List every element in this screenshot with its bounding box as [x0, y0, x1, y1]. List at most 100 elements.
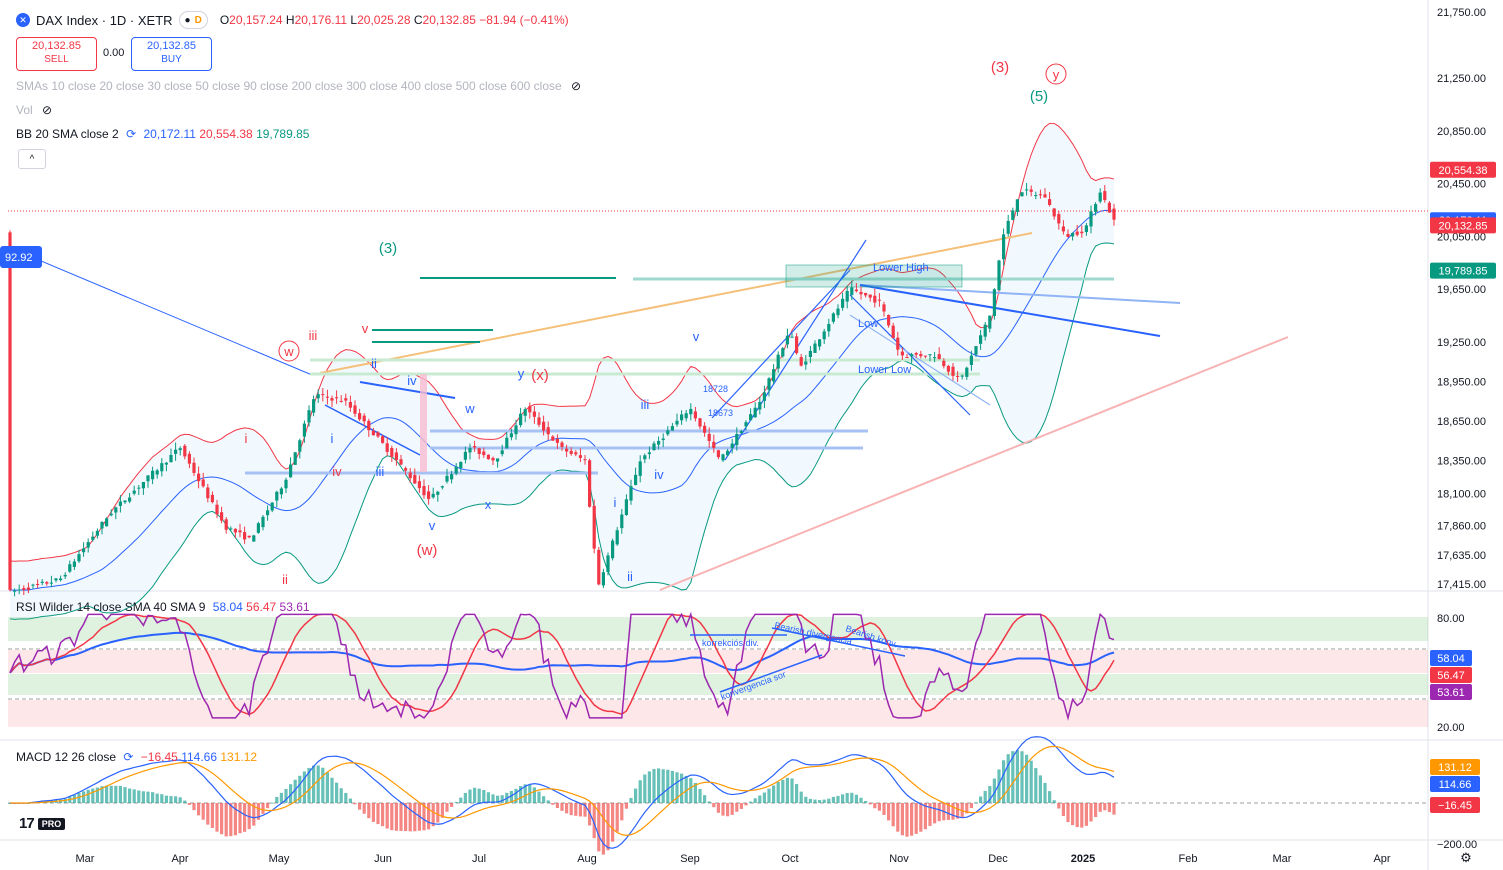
eye-hidden-icon[interactable]: ⊘ — [571, 79, 582, 93]
macd-histogram-bar — [666, 769, 670, 803]
sma-legend[interactable]: SMAs 10 close 20 close 30 close 50 close… — [16, 79, 581, 93]
macd-histogram-bar — [693, 782, 697, 803]
rsi-legend[interactable]: RSI Wilder 14 close SMA 40 SMA 9 58.04 5… — [16, 600, 310, 614]
rsi-axis-label: 53.61 — [1437, 687, 1465, 699]
candle-body — [560, 442, 564, 447]
candle-body — [348, 401, 352, 408]
candle-body — [408, 472, 412, 479]
chart-note-label: Lower Low — [858, 364, 911, 376]
candle-body — [307, 410, 311, 423]
macd-histogram-bar — [537, 791, 541, 803]
bb-legend[interactable]: BB 20 SMA close 2 ⟳ 20,172.11 20,554.38 … — [16, 127, 309, 141]
candle-body — [693, 411, 697, 419]
candle-body — [339, 400, 343, 402]
buy-button[interactable]: 20,132.85 BUY — [131, 37, 212, 71]
macd-histogram-bar — [514, 788, 518, 803]
candle-body — [827, 324, 831, 332]
macd-histogram-bar — [611, 803, 615, 842]
candle-body — [178, 448, 182, 451]
candle-body — [40, 581, 44, 583]
tradingview-logo: 17 — [19, 815, 35, 832]
candle-body — [45, 582, 49, 584]
macd-legend[interactable]: MACD 12 26 close ⟳ −16.45 114.66 131.12 — [16, 750, 257, 764]
time-axis-tick: Apr — [1373, 853, 1390, 865]
candle-body — [1029, 189, 1033, 192]
candle-body — [979, 335, 983, 344]
candle-body — [210, 494, 214, 503]
wave-label: v — [429, 518, 436, 533]
candle-body — [486, 454, 490, 460]
macd-histogram-bar — [192, 803, 196, 811]
time-axis-tick: Apr — [171, 853, 188, 865]
macd-histogram-bar — [1025, 754, 1029, 803]
macd-histogram-bar — [767, 788, 771, 803]
candle-body — [183, 445, 187, 457]
candle-body — [224, 519, 228, 530]
macd-histogram-bar — [348, 798, 352, 803]
trendline-blue-thin — [14, 249, 313, 376]
refresh-icon[interactable]: ⟳ — [123, 750, 134, 764]
candle-body — [1048, 199, 1052, 205]
macd-histogram-bar — [390, 803, 394, 831]
candle-body — [726, 450, 730, 456]
macd-histogram-bar — [100, 786, 104, 803]
candle-body — [114, 507, 118, 513]
candle-body — [1112, 208, 1116, 220]
candle-body — [86, 542, 90, 548]
collapse-legend-button[interactable]: ^ — [18, 149, 46, 169]
macd-histogram-bar — [652, 768, 656, 803]
ohlc-change: −81.94 (−0.41%) — [479, 13, 569, 27]
sma-legend-text: SMAs 10 close 20 close 30 close 50 close… — [16, 79, 562, 93]
macd-histogram-bar — [220, 803, 224, 835]
vol-legend[interactable]: Vol ⊘ — [16, 103, 52, 117]
macd-histogram-bar — [385, 803, 389, 829]
eye-hidden-icon[interactable]: ⊘ — [42, 103, 53, 117]
macd-histogram-bar — [399, 803, 403, 831]
candle-body — [270, 502, 274, 511]
candle-body — [776, 354, 780, 369]
symbol-title[interactable]: DAX Index · 1D · XETR — [36, 12, 173, 28]
candle-body — [187, 453, 191, 464]
macd-histogram-bar — [256, 803, 260, 820]
macd-histogram-bar — [997, 769, 1001, 803]
candle-body — [804, 361, 808, 365]
sell-button[interactable]: 20,132.85 SELL — [16, 37, 97, 71]
macd-histogram-bar — [776, 781, 780, 803]
candle-body — [956, 376, 960, 378]
macd-histogram-bar — [1098, 803, 1102, 812]
candle-body — [854, 289, 858, 292]
interval-pill[interactable]: ● D — [178, 11, 208, 29]
symbol-logo-icon[interactable]: ✕ — [16, 13, 30, 27]
macd-histogram-bar — [831, 796, 835, 803]
candle-body — [413, 475, 417, 484]
macd-histogram-bar — [744, 803, 748, 806]
macd-histogram-bar — [914, 803, 918, 834]
candle-body — [17, 589, 21, 591]
macd-histogram-bar — [647, 771, 651, 803]
macd-histogram-bar — [707, 801, 711, 803]
candle-body — [146, 475, 150, 482]
candle-body — [868, 294, 872, 298]
candle-body — [537, 417, 541, 425]
refresh-icon[interactable]: ⟳ — [126, 127, 137, 141]
rsi-axis-label-bg — [1430, 667, 1472, 683]
candle-body — [551, 436, 555, 441]
bollinger-basis-line — [9, 209, 1115, 591]
macd-histogram-bar — [146, 791, 150, 803]
macd-histogram-bar — [123, 787, 127, 803]
macd-histogram-bar — [569, 803, 573, 816]
rsi-axis-tick: 20.00 — [1437, 722, 1465, 734]
candle-body — [988, 315, 992, 329]
macd-histogram-bar — [946, 803, 950, 820]
candle-body — [933, 357, 937, 359]
macd-histogram-bar — [565, 803, 569, 814]
candle-body — [1066, 233, 1070, 237]
macd-histogram-bar — [371, 803, 375, 822]
macd-histogram-bar — [979, 796, 983, 803]
macd-histogram-bar — [762, 792, 766, 803]
candle-body — [592, 505, 596, 549]
candle-body — [1025, 189, 1029, 191]
candle-body — [275, 491, 279, 501]
candle-body — [321, 394, 325, 396]
